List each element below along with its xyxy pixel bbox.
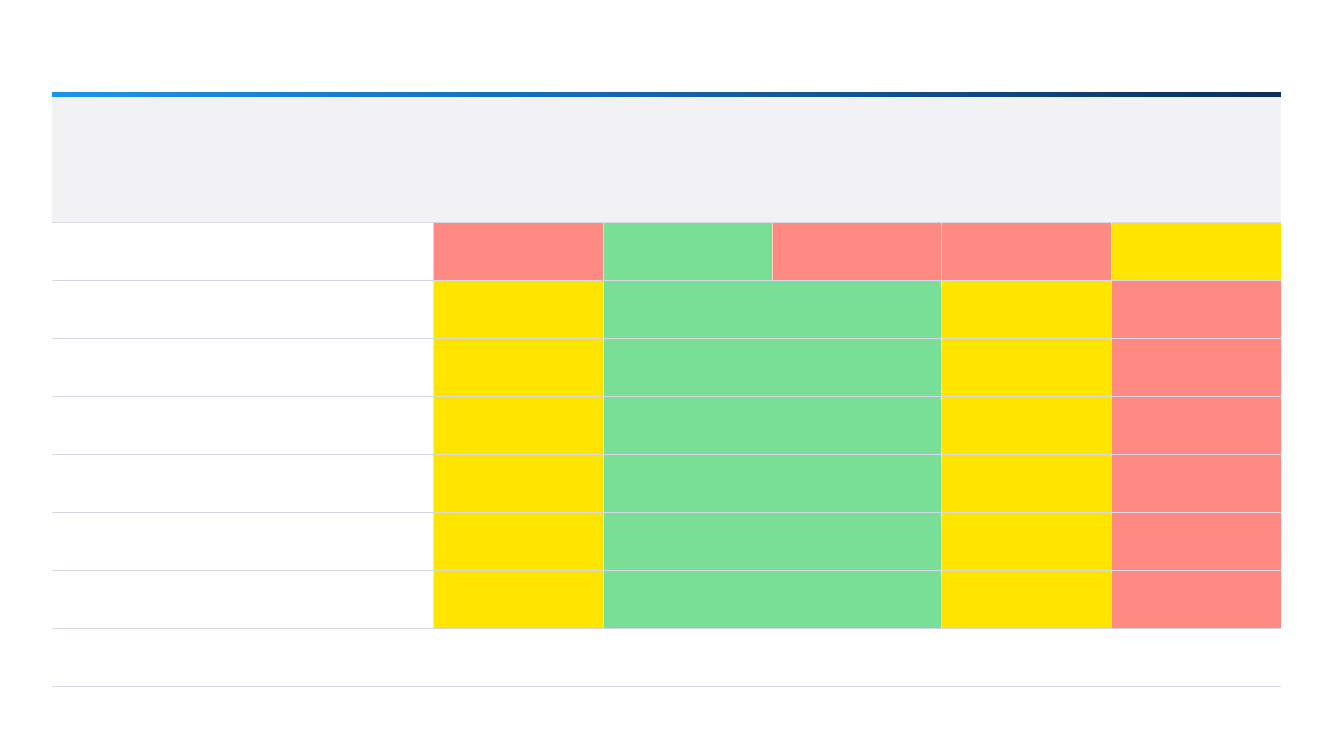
status-cell-yellow [433, 339, 603, 396]
status-cell-yellow [433, 397, 603, 454]
table-row [52, 629, 1281, 687]
table-row [52, 397, 1281, 455]
status-cell-green [603, 281, 772, 338]
header-cell-4 [941, 97, 1111, 222]
status-cell-yellow [941, 281, 1111, 338]
header-cell-1 [433, 97, 603, 222]
status-cell-yellow [941, 339, 1111, 396]
status-cell-empty [772, 629, 941, 686]
header-cell-label [52, 97, 433, 222]
row-label [52, 281, 433, 338]
header-cell-5 [1111, 97, 1281, 222]
status-cell-green [603, 339, 772, 396]
status-cell-red [1111, 571, 1281, 628]
row-label [52, 339, 433, 396]
status-matrix [52, 92, 1281, 687]
status-cell-green [603, 571, 772, 628]
status-cell-yellow [941, 397, 1111, 454]
status-cell-red [772, 223, 941, 280]
status-cell-green [603, 455, 772, 512]
status-cell-yellow [433, 571, 603, 628]
status-cell-green [772, 339, 941, 396]
status-cell-green [772, 281, 941, 338]
status-cell-green [772, 571, 941, 628]
table-row [52, 339, 1281, 397]
status-cell-empty [941, 629, 1111, 686]
table-row [52, 223, 1281, 281]
status-cell-yellow [433, 455, 603, 512]
status-cell-yellow [941, 571, 1111, 628]
status-cell-green [772, 513, 941, 570]
status-cell-red [1111, 281, 1281, 338]
status-cell-green [603, 397, 772, 454]
status-cell-yellow [941, 513, 1111, 570]
status-cell-yellow [1111, 223, 1281, 280]
accent-bar [52, 92, 1281, 97]
status-cell-red [433, 223, 603, 280]
table-row [52, 455, 1281, 513]
row-label [52, 223, 433, 280]
row-label [52, 455, 433, 512]
status-cell-red [1111, 339, 1281, 396]
table-row [52, 513, 1281, 571]
status-cell-yellow [433, 513, 603, 570]
header-cell-2 [603, 97, 772, 222]
status-cell-red [1111, 455, 1281, 512]
matrix-body [52, 223, 1281, 687]
status-cell-green [603, 223, 772, 280]
status-cell-green [772, 455, 941, 512]
row-label [52, 513, 433, 570]
header-cell-3 [772, 97, 941, 222]
status-cell-empty [603, 629, 772, 686]
status-cell-red [1111, 397, 1281, 454]
row-label [52, 571, 433, 628]
row-label [52, 629, 433, 686]
status-cell-green [772, 397, 941, 454]
status-cell-red [1111, 513, 1281, 570]
table-row [52, 571, 1281, 629]
table-row [52, 281, 1281, 339]
status-cell-empty [1111, 629, 1281, 686]
status-cell-yellow [941, 455, 1111, 512]
status-cell-empty [433, 629, 603, 686]
status-cell-yellow [433, 281, 603, 338]
status-cell-green [603, 513, 772, 570]
header-row [52, 97, 1281, 223]
status-cell-red [941, 223, 1111, 280]
row-label [52, 397, 433, 454]
